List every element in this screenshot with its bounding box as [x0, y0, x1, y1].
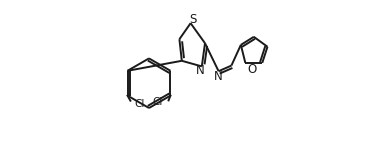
Text: S: S [189, 13, 196, 26]
Text: N: N [213, 70, 222, 83]
Text: Cl: Cl [152, 97, 163, 108]
Text: N: N [196, 64, 205, 77]
Text: Cl: Cl [134, 99, 144, 109]
Text: O: O [247, 63, 257, 76]
